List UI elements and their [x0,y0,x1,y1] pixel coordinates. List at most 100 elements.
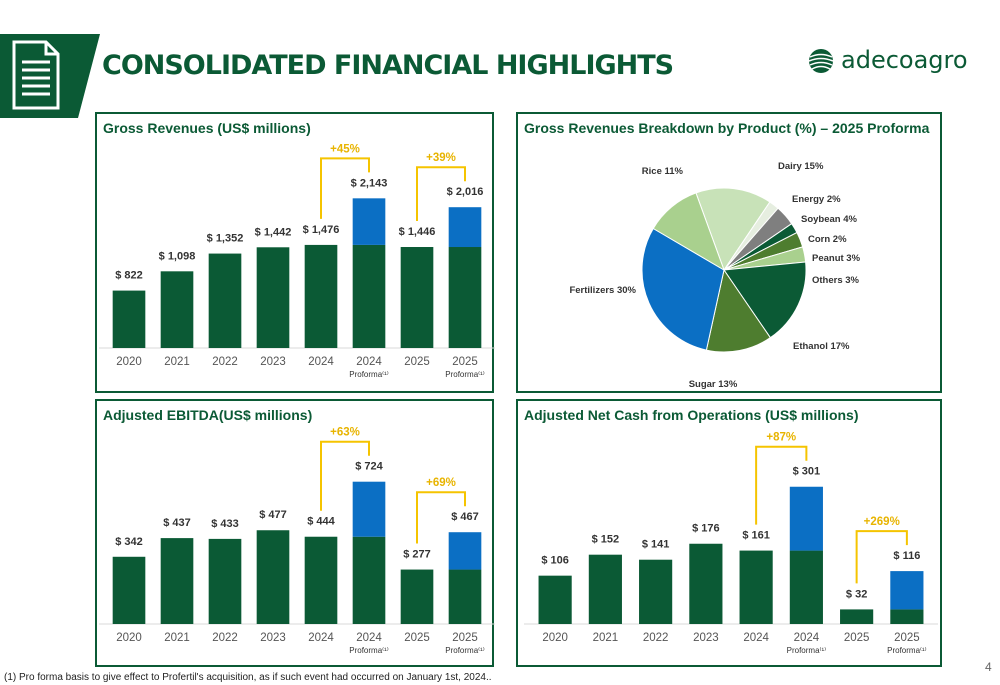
pie-slice-ethanol [723,261,807,339]
pie-label-others: Others 3% [812,275,860,286]
data-label-1: $ 437 [163,517,191,529]
pie-label-ethanol: Ethanol 17% [793,341,850,352]
bar-addon-5 [352,198,386,245]
data-label-2: $ 1,352 [207,233,244,245]
x-tick-label-5: 2024 [356,356,382,368]
x-tick-label-6: 2025 [844,632,870,644]
bar-4 [304,536,338,624]
pie-label-energy: Energy 2% [792,194,841,205]
x-tick-label-5: 2024 [794,632,820,644]
data-label-5: $ 301 [793,466,821,478]
pie-slice-rice [652,192,725,272]
pie-label-sugar: Sugar 13% [689,379,738,390]
bar-7 [448,569,482,624]
company-logo: adecoagro [806,42,968,82]
ebitda-panel: Adjusted EBITDA(US$ millions) $ 342 2020 $… [95,399,495,667]
logo-globe-icon [808,49,834,73]
growth-bracket-1 [855,530,908,584]
gross-revenues-title: Gross Revenues (US$ millions) [103,120,311,136]
x-sublabel-7: Proforma⁽¹⁾ [887,646,927,655]
x-tick-label-1: 2021 [164,356,190,368]
data-label-5: $ 2,143 [351,177,388,189]
data-label-1: $ 1,098 [159,250,196,262]
bar-5 [352,244,386,348]
pie-label-dairy: Dairy 15% [778,161,824,172]
gross-revenues-chart: $ 822 2020 $ 1,098 2021 $ 1,352 2022 $ 1,442 20… [99,143,495,379]
data-label-6: $ 1,446 [399,226,436,238]
bar-6 [400,569,434,624]
data-label-7: $ 467 [451,511,479,523]
page-title: CONSOLIDATED FINANCIAL HIGHLIGHTS [102,50,674,81]
x-tick-label-4: 2024 [743,632,769,644]
bar-3 [689,543,723,624]
data-label-2: $ 141 [642,539,670,551]
bar-5 [352,536,386,624]
data-label-7: $ 2,016 [447,186,484,198]
pie-label-fertilizers: Fertilizers 30% [569,285,636,296]
bar-0 [538,575,572,624]
pie-label-peanut: Peanut 3% [812,253,861,264]
bar-7 [890,609,924,624]
data-label-5: $ 724 [355,461,383,473]
data-label-3: $ 176 [692,523,720,535]
x-tick-label-7: 2025 [452,356,478,368]
data-label-1: $ 152 [592,534,620,546]
x-tick-label-2: 2022 [212,356,238,368]
pie-label-soybean: Soybean 4% [801,214,858,225]
x-tick-label-4: 2024 [308,632,334,644]
breakdown-title: Gross Revenues Breakdown by Product (%) … [524,120,930,136]
cash-panel: Adjusted Net Cash from Operations (US$ m… [516,399,942,667]
bar-7 [448,247,482,348]
ebitda-chart: $ 342 2020 $ 437 2021 $ 433 2022 $ 477 2023 $ 44… [99,427,495,655]
growth-label-0: +63% [330,427,360,439]
x-tick-label-0: 2020 [116,356,142,368]
data-label-4: $ 444 [307,516,335,528]
footnote: (1) Pro forma basis to give effect to Pr… [4,672,492,683]
bar-4 [739,550,773,624]
data-label-6: $ 277 [403,549,431,561]
bar-5 [789,550,823,624]
pie-slice-dairy [695,187,771,272]
growth-bracket-1 [416,491,466,544]
x-tick-label-5: 2024 [356,632,382,644]
x-tick-label-6: 2025 [404,356,430,368]
growth-bracket-1 [416,166,466,222]
pie-slice-sugar [705,268,772,353]
gross-revenues-panel: Gross Revenues (US$ millions) $ 822 2020 $… [95,112,495,393]
bar-4 [304,244,338,348]
x-tick-label-2: 2022 [212,632,238,644]
bar-6 [400,247,434,348]
data-label-6: $ 32 [846,588,867,600]
bar-addon-7 [448,207,482,248]
growth-label-1: +39% [426,152,456,164]
pie-label-corn: Corn 2% [808,234,847,245]
data-label-0: $ 822 [115,270,143,282]
data-label-0: $ 342 [115,536,143,548]
bar-1 [160,538,194,624]
growth-bracket-0 [320,157,370,219]
x-tick-label-7: 2025 [894,632,920,644]
document-icon [12,40,60,110]
breakdown-pie-chart: Dairy 15% Energy 2% Soybean 4% Corn 2% Peanu… [569,161,861,390]
x-sublabel-7: Proforma⁽¹⁾ [445,370,485,379]
data-label-0: $ 106 [541,555,569,567]
x-sublabel-5: Proforma⁽¹⁾ [349,370,389,379]
growth-label-1: +269% [864,516,900,528]
bar-3 [256,530,290,624]
bar-addon-5 [352,481,386,537]
x-tick-label-7: 2025 [452,632,478,644]
bar-addon-7 [448,532,482,570]
ebitda-title: Adjusted EBITDA(US$ millions) [103,407,313,423]
growth-label-0: +45% [330,143,360,155]
data-label-2: $ 433 [211,518,239,530]
x-tick-label-6: 2025 [404,632,430,644]
x-tick-label-0: 2020 [542,632,568,644]
bar-1 [588,554,622,624]
data-label-7: $ 116 [893,550,920,562]
x-sublabel-7: Proforma⁽¹⁾ [445,646,485,655]
x-tick-label-0: 2020 [116,632,142,644]
logo-text: adecoagro [841,46,968,74]
x-sublabel-5: Proforma⁽¹⁾ [787,646,827,655]
bar-1 [160,271,194,348]
pie-label-rice: Rice 11% [642,166,684,177]
